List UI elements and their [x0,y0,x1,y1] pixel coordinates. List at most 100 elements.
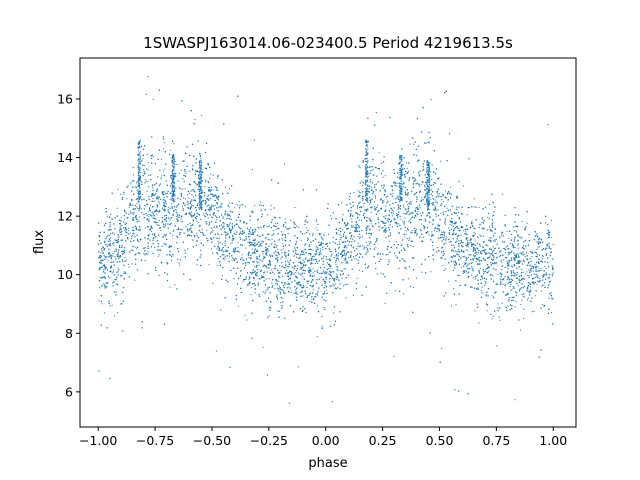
data-point [473,234,475,236]
data-point [489,254,491,256]
data-point [139,216,141,218]
data-point [358,238,360,240]
data-point [415,179,417,181]
data-point [285,257,287,259]
data-point [252,252,254,254]
data-point [366,248,368,250]
data-point [425,194,427,196]
data-point [406,238,408,240]
data-point [544,282,546,284]
data-point [147,253,149,255]
data-point [257,218,260,220]
data-point [341,202,343,204]
data-point [189,184,192,186]
data-point [284,236,286,239]
data-point [270,255,272,258]
data-point [115,283,117,285]
data-point [112,261,114,263]
data-point [534,295,537,297]
data-point [550,292,552,294]
data-point [245,247,247,249]
data-point [272,230,274,232]
data-point [483,257,485,259]
data-point [335,261,337,263]
data-point [538,254,540,256]
data-point [365,246,367,249]
data-point [302,295,304,297]
data-point [192,196,194,198]
data-point [424,218,426,220]
data-point [435,205,437,207]
data-point [195,218,197,220]
data-point [194,118,196,121]
data-point [506,260,508,262]
data-point [157,176,159,178]
data-point [169,149,172,151]
data-point [205,181,207,183]
data-point [238,200,240,202]
data-point [420,184,423,186]
data-point [214,208,216,210]
data-point [296,256,298,258]
data-point [441,199,443,201]
data-point [276,296,278,298]
data-point [478,322,480,324]
data-point [478,270,480,272]
data-point [216,265,218,267]
data-point [146,93,148,95]
data-point [370,211,372,213]
data-point [435,215,437,217]
data-point [469,242,471,244]
data-point [452,269,455,272]
data-point [541,258,543,260]
data-point [431,245,434,247]
data-point [212,174,214,176]
data-point [378,152,380,154]
data-point [266,374,269,376]
data-point [180,218,182,220]
data-point [295,271,297,273]
data-point [286,260,289,262]
data-point [193,199,195,201]
data-point [184,213,186,215]
data-point [405,162,407,164]
data-point [210,186,212,188]
data-point [278,290,280,292]
data-point [536,233,538,235]
data-point [412,286,415,288]
data-point [212,282,214,284]
data-point [403,167,405,170]
data-point [399,205,401,207]
data-point [164,168,166,170]
data-point [316,260,318,262]
data-point [157,195,159,197]
data-point [521,299,523,301]
data-point [332,241,334,243]
data-point [458,275,461,277]
data-point [481,250,483,252]
data-point [103,254,105,256]
data-point [416,228,418,230]
data-point [434,229,436,232]
data-point [112,271,114,273]
data-point [297,257,299,259]
data-point [305,219,307,222]
data-point [551,274,553,276]
data-point [397,176,399,178]
data-point [157,255,159,257]
data-point [335,258,338,260]
data-point [254,288,256,290]
data-point [200,156,202,158]
data-point [336,266,339,268]
data-point [244,222,246,224]
data-point [121,244,123,246]
data-point [491,295,493,297]
data-point [105,266,108,268]
data-point [330,251,332,253]
data-point [276,310,279,312]
data-point [136,219,138,221]
data-point [459,242,461,245]
data-point [294,227,297,229]
data-point [506,230,508,232]
data-point [148,208,151,210]
